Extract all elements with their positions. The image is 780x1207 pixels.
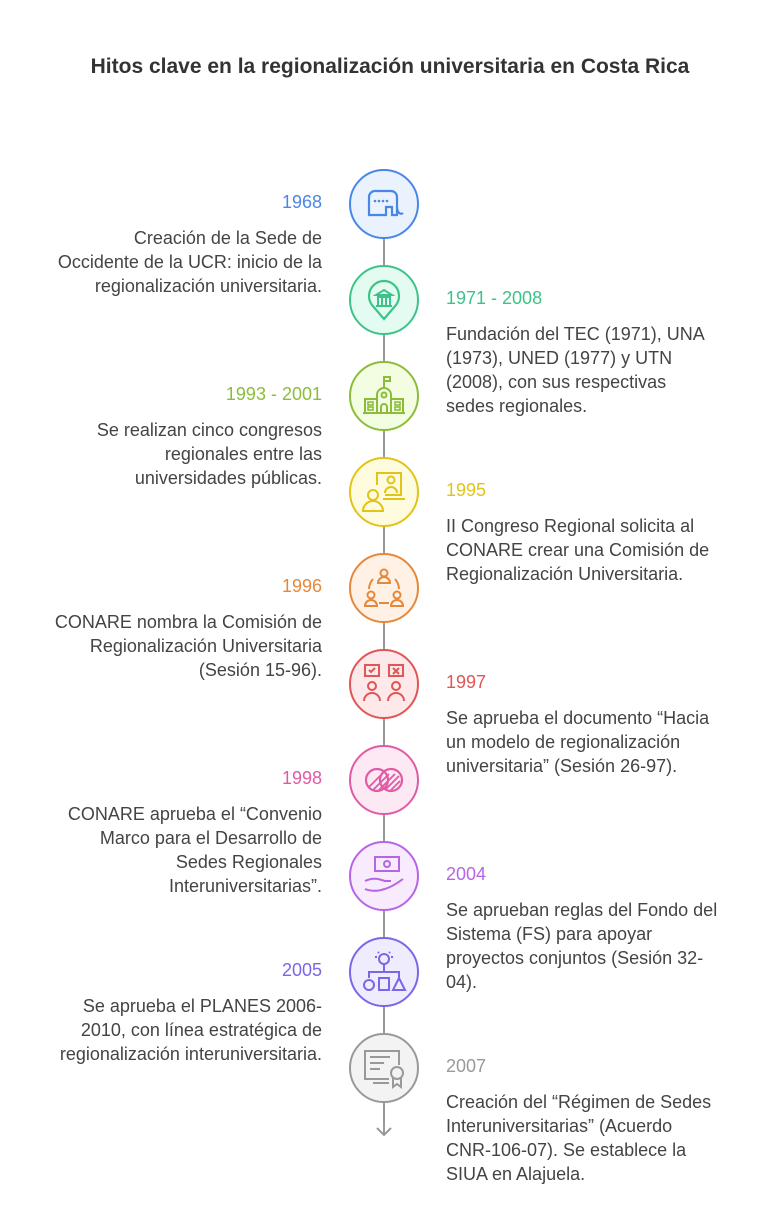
milestone-year: 2005 — [281, 960, 322, 980]
milestone-description-line: Interuniversitarias”. — [168, 876, 322, 896]
milestone-description-line: (1973), UNED (1977) y UTN — [446, 348, 673, 368]
milestone-node — [349, 265, 419, 335]
milestone-description-line: regionales entre las — [164, 444, 322, 464]
milestone-year: 1997 — [446, 672, 487, 692]
milestone-description-line: II Congreso Regional solicita al — [446, 516, 695, 536]
milestone-node — [349, 841, 419, 911]
video-conference-icon — [361, 472, 405, 512]
milestone-text: 1968 Creación de la Sede de Occidente de l… — [22, 190, 322, 298]
school-building-icon — [363, 376, 405, 414]
milestone-text: 1998 CONARE aprueba el “Convenio Marco par… — [22, 766, 322, 898]
milestone-description-line: proyectos conjuntos (Sesión 32- — [446, 948, 704, 968]
milestone-text: 2005 Se aprueba el PLANES 2006- 2010, con … — [22, 958, 322, 1066]
milestone-description-line: Regionalización Universitaria. — [446, 564, 684, 584]
milestone-description-line: Creación de la Sede de — [133, 228, 322, 248]
milestone-description-line: (2008), con sus respectivas — [446, 372, 667, 392]
milestone-description-line: Creación del “Régimen de Sedes — [446, 1092, 712, 1112]
milestone-description-line: (Sesión 15-96). — [198, 660, 322, 680]
milestone-description-line: Fundación del TEC (1971), UNA — [446, 324, 705, 344]
milestone-description-line: universitaria” (Sesión 26-97). — [446, 756, 678, 776]
milestone-text: 1996 CONARE nombra la Comisión de Regional… — [22, 574, 322, 682]
milestone-node — [349, 553, 419, 623]
milestone-year: 1996 — [281, 576, 322, 596]
milestone-year: 2004 — [446, 864, 487, 884]
arrow-down-icon — [376, 1127, 392, 1137]
milestone-description-line: Se aprueban reglas del Fondo del — [446, 900, 718, 920]
bank-location-pin-icon — [367, 279, 401, 321]
overlapping-circles-icon — [364, 767, 404, 793]
diagram-title: Hitos clave en la regionalización univer… — [90, 55, 690, 78]
milestone-year: 1993 - 2001 — [225, 384, 322, 404]
milestone-year: 1995 — [446, 480, 487, 500]
milestone-description-line: Se aprueba el PLANES 2006- — [82, 996, 322, 1016]
milestone-description-line: Sedes Regionales — [175, 852, 322, 872]
milestone-description-line: Occidente de la UCR: inicio de la — [57, 252, 322, 272]
milestone-year: 1998 — [281, 768, 322, 788]
milestone-description-line: Se aprueba el documento “Hacia — [446, 708, 710, 728]
milestone-description-line: 04). — [446, 972, 478, 992]
milestone-text: 1995 II Congreso Regional solicita al CONA… — [446, 478, 746, 586]
approval-vote-icon — [363, 664, 405, 702]
milestone-description-line: CNR-106-07). Se establece la — [446, 1140, 687, 1160]
milestone-description-line: CONARE nombra la Comisión de — [54, 612, 322, 632]
milestone-description-line: Interuniversitarias” (Acuerdo — [446, 1116, 673, 1136]
milestone-node — [349, 1033, 419, 1103]
team-meeting-icon — [363, 568, 405, 607]
milestone-description-line: Regionalización Universitaria — [89, 636, 322, 656]
milestone-node — [349, 937, 419, 1007]
milestone-node — [349, 361, 419, 431]
milestone-year: 1971 - 2008 — [446, 288, 543, 308]
certificate-icon — [364, 1050, 404, 1089]
hand-money-icon — [364, 856, 404, 892]
milestone-year: 2007 — [446, 1056, 487, 1076]
milestone-description-line: 2010, con línea estratégica de — [80, 1020, 322, 1040]
elephant-icon — [367, 189, 404, 217]
milestone-description-line: Sistema (FS) para apoyar — [446, 924, 653, 944]
milestone-year: 1968 — [281, 192, 322, 212]
milestone-node — [349, 169, 419, 239]
milestone-text: 1971 - 2008 Fundación del TEC (1971), UNA… — [446, 286, 746, 418]
milestone-node — [349, 457, 419, 527]
milestone-description-line: Marco para el Desarrollo de — [99, 828, 322, 848]
milestone-text: 2007 Creación del “Régimen de Sedes Interu… — [446, 1054, 746, 1186]
milestone-text: 1993 - 2001 Se realizan cinco congresos re… — [22, 382, 322, 490]
milestone-text: 2004 Se aprueban reglas del Fondo del Sist… — [446, 862, 746, 994]
strategy-lightbulb-icon — [363, 951, 407, 991]
milestone-description-line: un modelo de regionalización — [446, 732, 681, 752]
milestone-description-line: CONARE aprueba el “Convenio — [67, 804, 322, 824]
milestone-description-line: CONARE crear una Comisión de — [446, 540, 710, 560]
milestone-description-line: regionalización interuniversitaria. — [59, 1044, 322, 1064]
milestone-description-line: sedes regionales. — [446, 396, 588, 416]
milestone-text: 1997 Se aprueba el documento “Hacia un mod… — [446, 670, 746, 778]
milestone-description-line: regionalización universitaria. — [94, 276, 322, 296]
milestone-description-line: Se realizan cinco congresos — [96, 420, 322, 440]
milestone-node — [349, 745, 419, 815]
milestone-node — [349, 649, 419, 719]
milestone-description-line: SIUA en Alajuela. — [446, 1164, 586, 1184]
milestone-description-line: universidades públicas. — [134, 468, 322, 488]
